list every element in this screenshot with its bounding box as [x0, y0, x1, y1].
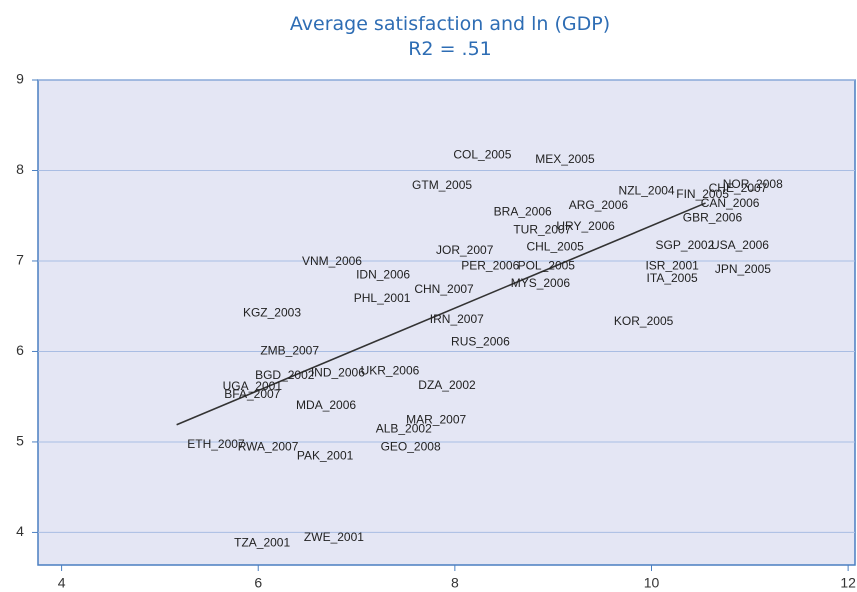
point-label: MEX_2005: [535, 152, 595, 166]
x-tick-label: 12: [840, 575, 856, 591]
point-label: ARG_2006: [569, 198, 629, 212]
point-label: SGP_2002: [656, 238, 715, 252]
point-label: RUS_2006: [451, 335, 510, 349]
point-label: UGA_2001: [223, 379, 283, 393]
point-label: IND_2006: [311, 365, 365, 379]
point-label: JOR_2007: [436, 243, 494, 257]
point-label: DZA_2002: [418, 378, 476, 392]
point-label: ZWE_2001: [304, 530, 364, 544]
point-label: ETH_2007: [187, 437, 245, 451]
point-label: CHL_2005: [526, 240, 584, 254]
chart-title: Average satisfaction and ln (GDP): [290, 13, 610, 35]
point-label: MDA_2006: [296, 398, 356, 412]
point-label: ISR_2001: [645, 259, 699, 273]
point-label: CHE_2007: [709, 181, 768, 195]
point-label: COL_2005: [453, 147, 511, 161]
point-label: NZL_2004: [619, 183, 675, 197]
point-label: UKR_2006: [361, 364, 420, 378]
x-tick-label: 8: [451, 575, 459, 591]
point-label: GTM_2005: [412, 178, 472, 192]
x-tick-label: 6: [254, 575, 262, 591]
point-label: KGZ_2003: [243, 306, 301, 320]
point-label: PHL_2001: [354, 291, 411, 305]
y-tick-label: 7: [16, 252, 24, 268]
point-label: VNM_2006: [302, 254, 362, 268]
point-label: CHN_2007: [414, 282, 474, 296]
chart-subtitle: R2 = .51: [408, 38, 492, 60]
x-tick-label: 4: [58, 575, 66, 591]
point-label: JPN_2005: [715, 262, 771, 276]
point-label: ALB_2002: [376, 421, 432, 435]
point-label: BRA_2006: [494, 204, 552, 218]
point-label: PAK_2001: [297, 449, 354, 463]
point-label: POL_2005: [518, 259, 576, 273]
point-label: GEO_2008: [381, 440, 441, 454]
point-label: BGD_2002: [255, 368, 315, 382]
point-label: ITA_2005: [647, 271, 698, 285]
point-label: URY_2006: [556, 219, 615, 233]
point-label: FIN_2005: [676, 187, 729, 201]
point-label: USA_2006: [711, 238, 769, 252]
point-label: PER_2006: [461, 259, 519, 273]
x-tick-label: 10: [644, 575, 660, 591]
y-tick-label: 9: [16, 71, 24, 87]
point-label: IDN_2006: [356, 268, 410, 282]
y-tick-label: 4: [16, 523, 24, 539]
point-label: TUR_2007: [513, 222, 571, 236]
y-tick-label: 5: [16, 433, 24, 449]
point-label: BFA_2007: [224, 387, 280, 401]
point-label: IRN_2007: [430, 312, 484, 326]
point-label: MAR_2007: [406, 412, 466, 426]
point-label: RWA_2007: [238, 440, 299, 454]
point-label: MYS_2006: [511, 276, 571, 290]
plot-area: [37, 79, 856, 566]
point-label: NOR_2008: [723, 177, 783, 191]
y-tick-label: 8: [16, 161, 24, 177]
point-label: CAN_2006: [701, 196, 760, 210]
point-label: ZMB_2007: [260, 344, 319, 358]
y-tick-label: 6: [16, 342, 24, 358]
point-label: TZA_2001: [234, 535, 290, 549]
fit-line: [176, 202, 706, 426]
point-label: KOR_2005: [614, 314, 674, 328]
point-label: GBR_2006: [683, 211, 743, 225]
